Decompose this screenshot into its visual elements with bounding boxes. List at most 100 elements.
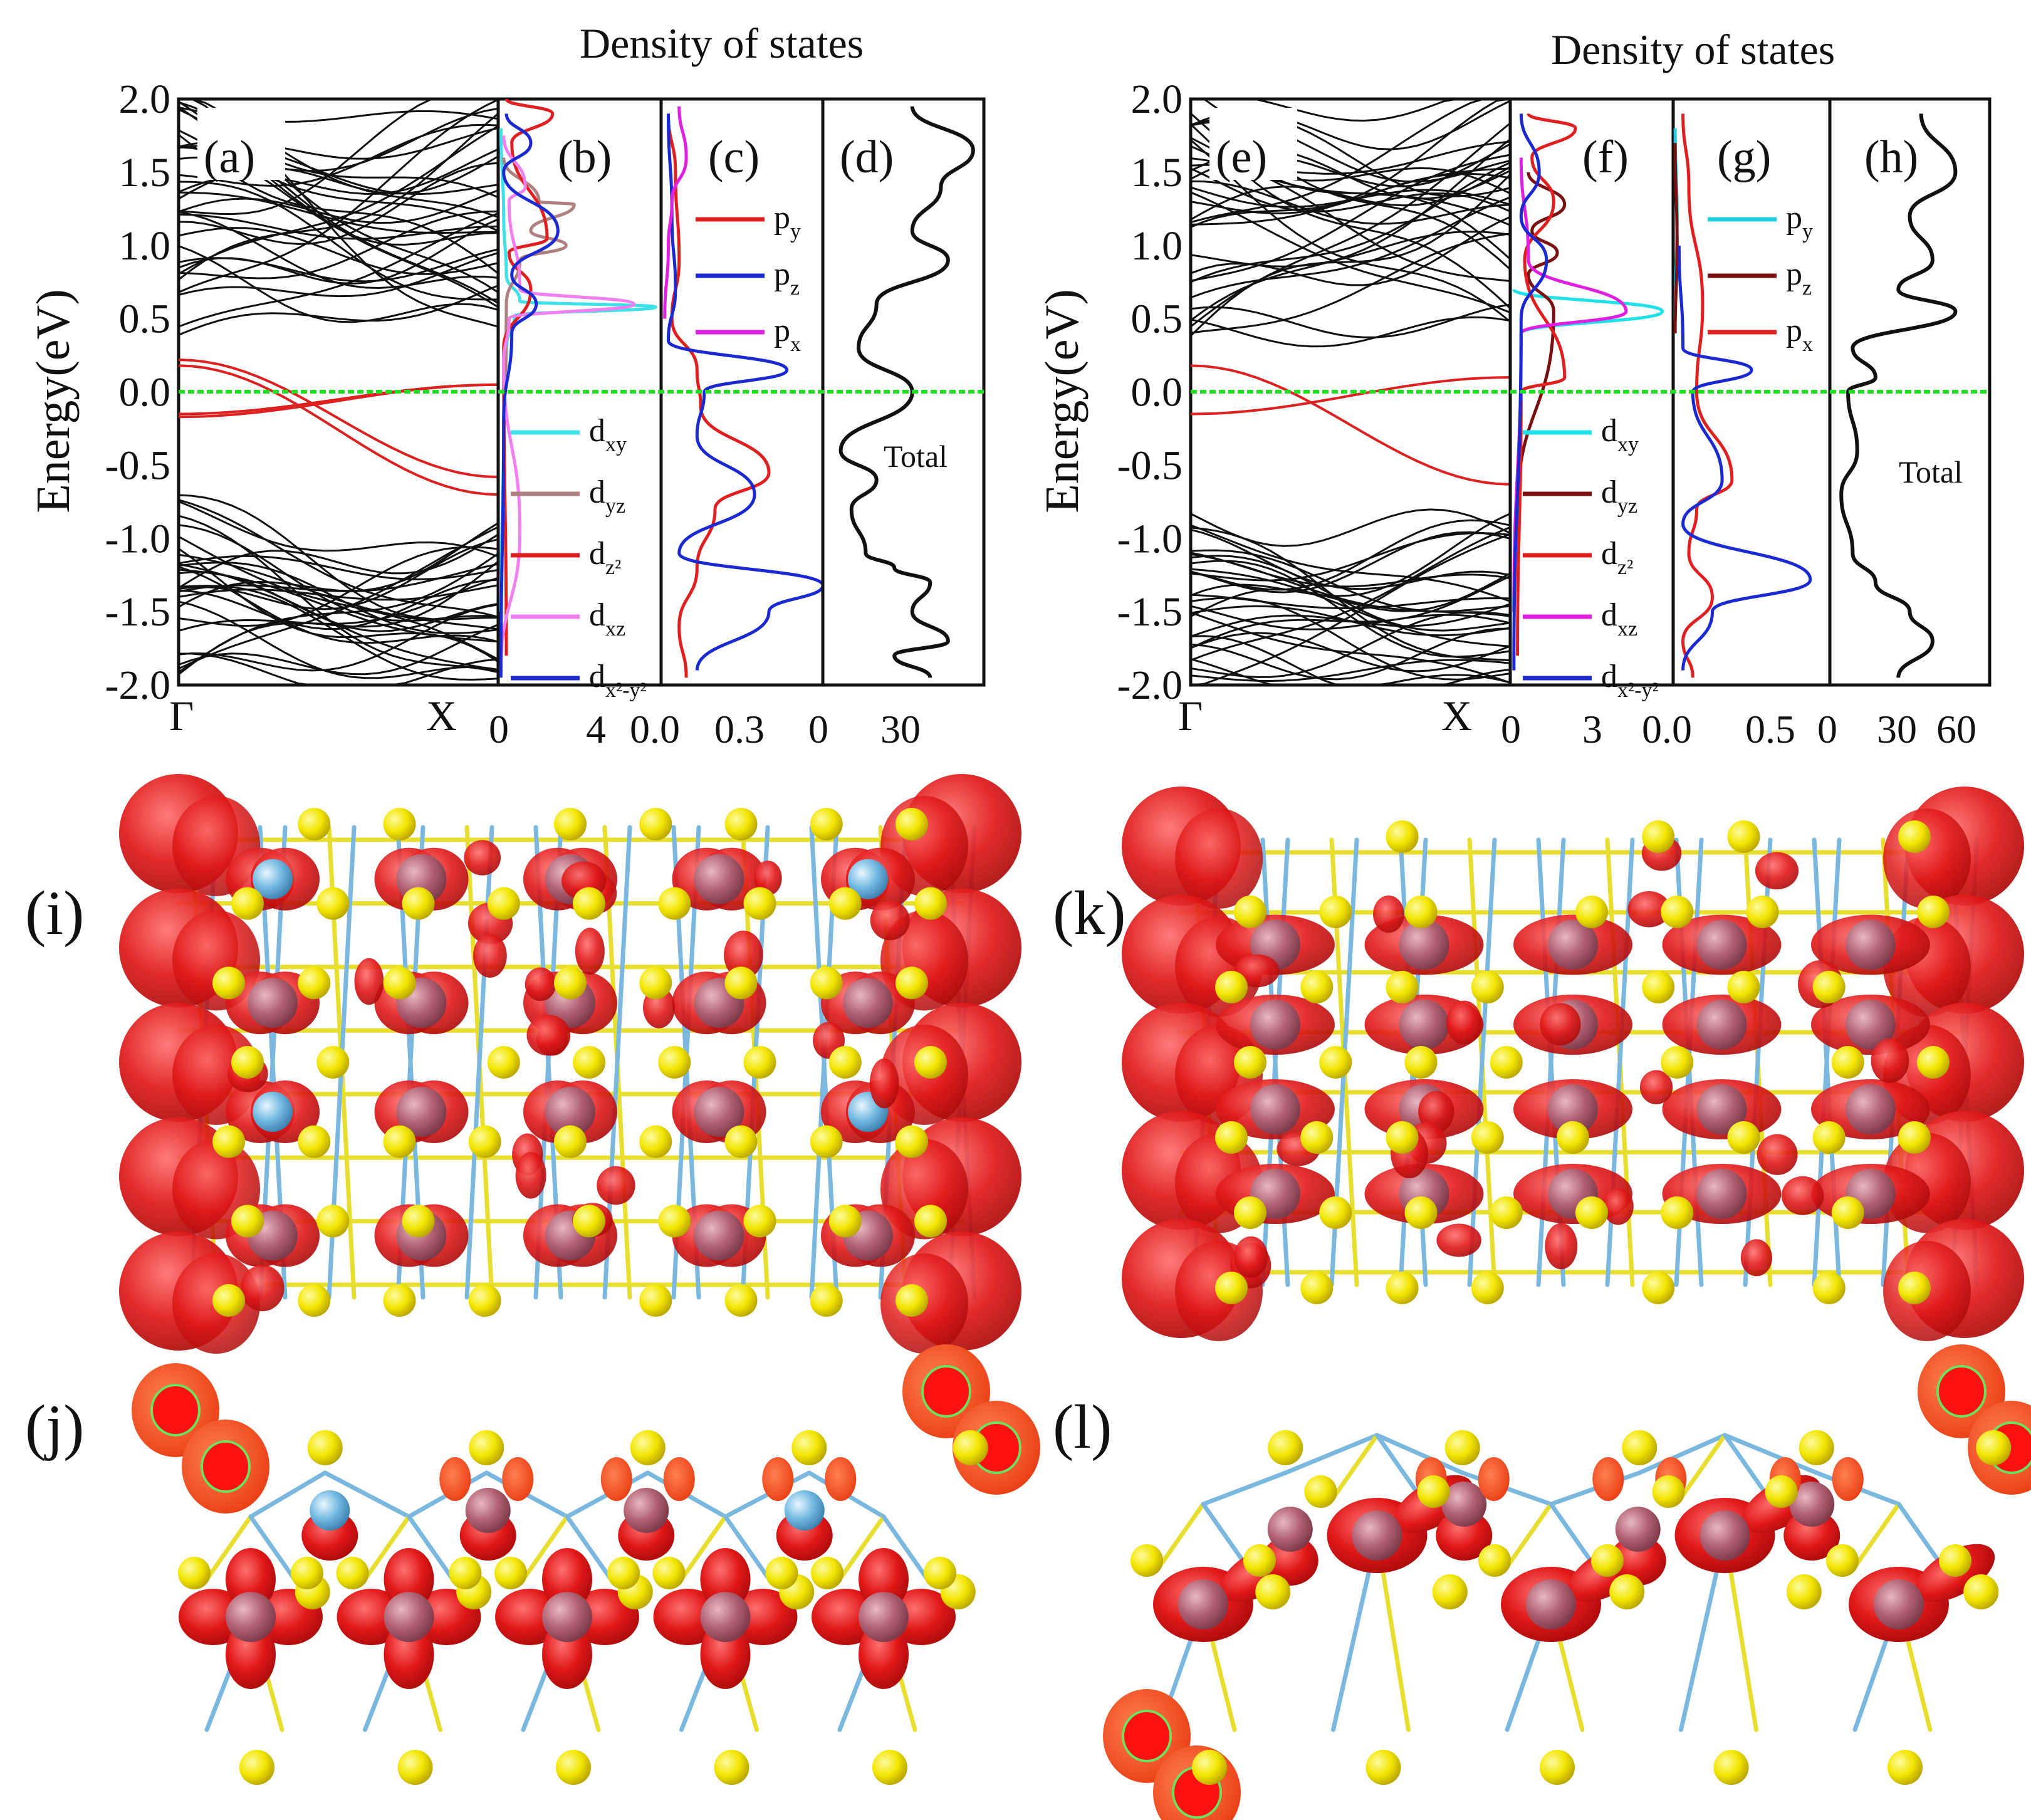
structure-view-k: [1122, 787, 2024, 1341]
metal-atom: [694, 854, 744, 904]
charge-density-lobe: [526, 1015, 571, 1056]
red-band-line: [178, 364, 499, 496]
band-line: [179, 652, 499, 686]
band-line: [178, 227, 499, 275]
bond: [1201, 1470, 1288, 1507]
sulfur-atom: [231, 887, 264, 920]
sulfur-atom: [212, 1284, 245, 1317]
sulfur-atom: [872, 1750, 907, 1785]
bond: [1201, 1502, 1250, 1569]
sulfur-atom: [1575, 1196, 1608, 1229]
sulfur-atom: [1300, 1121, 1334, 1154]
metal-atom: [1178, 1579, 1228, 1629]
sulfur-atom: [810, 966, 843, 1000]
bond: [248, 1470, 328, 1519]
panel-label-a: (a): [204, 132, 255, 183]
sulfur-atom: [811, 1557, 843, 1589]
charge-density-lobe: [575, 928, 605, 975]
metal-atom: [1250, 1084, 1300, 1134]
dos-curve-dz2: [1516, 113, 1577, 656]
charge-density-lobe: [762, 1457, 794, 1501]
band-line: [178, 563, 499, 593]
metal-atom: [1846, 919, 1896, 970]
metal-atom: [1696, 1000, 1747, 1050]
band-line: [1190, 524, 1511, 602]
band-line: [1190, 233, 1511, 334]
sulfur-atom: [658, 1205, 691, 1238]
charge-density-lobe: [502, 1457, 534, 1501]
band-line: [178, 252, 499, 298]
sulfur-atom: [554, 808, 587, 840]
sulfur-atom: [1268, 1430, 1303, 1465]
charge-density-lobe: [1627, 891, 1671, 928]
panel-label-l: (l): [1053, 1392, 1112, 1462]
charge-density-core: [150, 1384, 201, 1436]
dos-curve-pz: [1673, 143, 1679, 334]
sulfur-atom: [1404, 896, 1438, 928]
legend-subscript: x: [790, 333, 801, 356]
charge-density-lobe: [1261, 1535, 1318, 1586]
sulfur-atom: [1471, 1272, 1504, 1304]
charge-density-lobe: [1418, 1090, 1454, 1133]
sulfur-atom: [573, 887, 605, 920]
band-line: [1190, 549, 1511, 613]
panel-label-j: (j): [25, 1392, 84, 1462]
charge-density-lobe: [724, 930, 763, 980]
sulfur-atom: [298, 966, 331, 1000]
sulfur-atom: [1386, 1272, 1419, 1304]
metal-atom: [1789, 1482, 1835, 1527]
band-line: [178, 500, 499, 558]
bond: [363, 1514, 411, 1582]
sulfur-atom: [231, 1205, 264, 1238]
y-tick-label: 0.0: [119, 370, 171, 416]
charge-density-lobe: [1602, 1188, 1634, 1225]
dos-curve-dx2-y2: [1512, 113, 1548, 671]
band-line: [1190, 575, 1511, 649]
sulfur-atom: [639, 1125, 672, 1158]
x-tick-d-1: 30: [880, 707, 921, 751]
bond: [1375, 1433, 1465, 1475]
sulfur-atom: [1234, 1196, 1266, 1229]
dos-curve-dxy: [1512, 288, 1664, 612]
metal-atom: [1846, 1084, 1896, 1134]
band-line: [1190, 139, 1511, 323]
x-tick-f-1: 3: [1582, 707, 1602, 751]
light-atom: [310, 1490, 350, 1530]
x-tick-f-0: 0: [1501, 707, 1521, 751]
panel-d-dos: (d) Total 0 30: [808, 97, 986, 751]
legend-subscript: z: [1802, 276, 1812, 300]
metal-atom: [843, 978, 893, 1028]
charge-density-lobe: [1545, 1223, 1578, 1270]
metal-atom: [1615, 1507, 1661, 1552]
sulfur-atom: [914, 1205, 947, 1238]
legend-label: dz²: [589, 536, 621, 579]
y-tick-label: 1.0: [1131, 223, 1183, 269]
bond: [323, 1470, 411, 1519]
band-line: [178, 210, 499, 280]
sulfur-atom: [383, 808, 416, 840]
sulfur-atom: [1575, 896, 1608, 928]
x-tick-g-0: 0.0: [1642, 707, 1692, 751]
charge-density-lobe: [600, 1457, 632, 1501]
sulfur-atom: [828, 887, 862, 920]
y-tick-label: -1.5: [105, 589, 170, 635]
y-tick-label: 0.0: [1131, 370, 1183, 416]
charge-density-core: [1936, 1365, 1987, 1418]
sulfur-atom: [1746, 896, 1779, 928]
charge-density-lobe: [597, 1166, 635, 1205]
band-line: [1190, 316, 1511, 348]
band-line: [1190, 533, 1511, 686]
panel-e-bands: (e) Γ X: [1178, 97, 1512, 740]
sulfur-atom: [1661, 1046, 1694, 1079]
metal-atom: [859, 1592, 909, 1642]
band-line: [178, 180, 499, 301]
sulfur-atom: [895, 1284, 928, 1317]
red-band-line: [1190, 364, 1511, 486]
sulfur-atom: [1234, 896, 1266, 928]
bond: [679, 1514, 728, 1582]
dos-curve-dxz: [499, 135, 636, 671]
sulfur-atom: [1727, 1121, 1760, 1154]
charge-density-lobe: [825, 1457, 857, 1501]
legend-subscript: xy: [1617, 433, 1639, 456]
legend-subscript: x²-y²: [605, 679, 647, 702]
